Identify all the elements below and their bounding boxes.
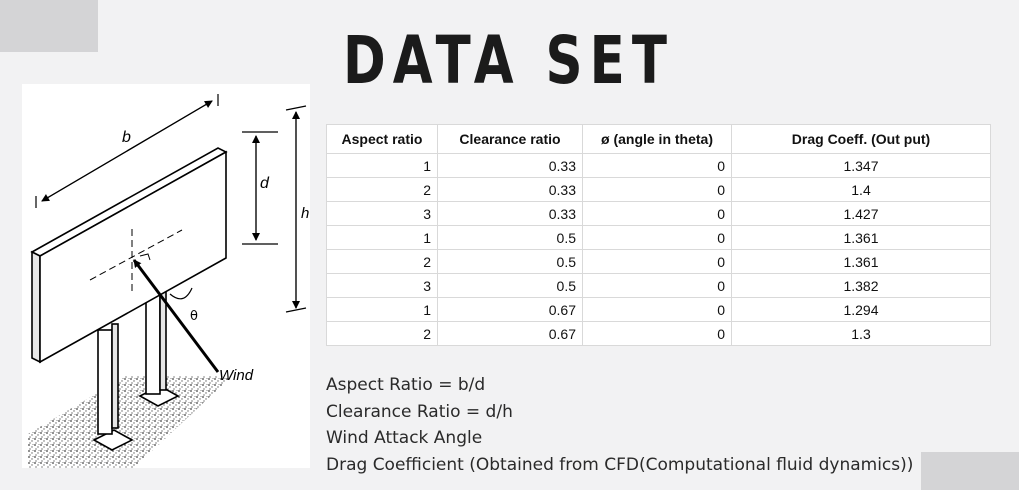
- note-aspect-ratio: Aspect Ratio = b/d: [326, 375, 486, 395]
- cell-aspect: 1: [326, 297, 438, 322]
- table-row: 2 0.33 0 1.4: [326, 177, 991, 202]
- table-header-row: Aspect ratio Clearance ratio ø (angle in…: [326, 124, 991, 154]
- header-clearance-ratio: Clearance ratio: [437, 124, 583, 154]
- cell-clearance: 0.67: [437, 321, 583, 346]
- cell-angle: 0: [582, 249, 732, 274]
- theta-arc: [169, 287, 193, 300]
- cell-angle: 0: [582, 201, 732, 226]
- data-table: Aspect ratio Clearance ratio ø (angle in…: [326, 124, 991, 346]
- ground-gravel: [28, 376, 232, 468]
- dimension-h: [285, 105, 307, 313]
- cell-angle: 0: [582, 297, 732, 322]
- cell-drag: 1.427: [731, 201, 991, 226]
- corner-decoration-bottom-right: [921, 452, 1019, 490]
- cell-angle: 0: [582, 153, 732, 178]
- cell-aspect: 2: [326, 249, 438, 274]
- cell-clearance: 0.5: [437, 225, 583, 250]
- table-row: 1 0.33 0 1.347: [326, 153, 991, 178]
- cell-drag: 1.347: [731, 153, 991, 178]
- centerlines: [89, 229, 183, 294]
- label-theta: θ: [190, 309, 198, 324]
- cell-angle: 0: [582, 273, 732, 298]
- label-b: b: [122, 129, 131, 146]
- table-row: 3 0.5 0 1.382: [326, 273, 991, 298]
- billboard-diagram: b d h θ Wind: [22, 84, 310, 468]
- label-wind: Wind: [219, 367, 254, 384]
- table-row: 3 0.33 0 1.427: [326, 201, 991, 226]
- header-angle: ø (angle in theta): [582, 124, 732, 154]
- cell-drag: 1.361: [731, 249, 991, 274]
- dimension-d: [242, 131, 278, 245]
- header-drag-coeff: Drag Coeff. (Out put): [731, 124, 991, 154]
- right-angle-mark: [139, 253, 151, 261]
- table-row: 1 0.67 0 1.294: [326, 297, 991, 322]
- cell-drag: 1.294: [731, 297, 991, 322]
- cell-aspect: 1: [326, 225, 438, 250]
- table-row: 2 0.67 0 1.3: [326, 321, 991, 346]
- note-drag-coefficient: Drag Coefficient (Obtained from CFD(Comp…: [326, 454, 914, 475]
- cell-angle: 0: [582, 321, 732, 346]
- cell-aspect: 2: [326, 177, 438, 202]
- cell-angle: 0: [582, 177, 732, 202]
- cell-clearance: 0.33: [437, 153, 583, 178]
- cell-clearance: 0.67: [437, 297, 583, 322]
- cell-aspect: 2: [326, 321, 438, 346]
- note-wind-attack-angle: Wind Attack Angle: [326, 428, 483, 448]
- label-h: h: [301, 205, 309, 222]
- cell-clearance: 0.5: [437, 249, 583, 274]
- page-title: DATA SET: [343, 22, 674, 99]
- table-row: 1 0.5 0 1.361: [326, 225, 991, 250]
- cell-drag: 1.382: [731, 273, 991, 298]
- definitions-list: Aspect Ratio = b/d Clearance Ratio = d/h…: [326, 372, 913, 478]
- cell-drag: 1.361: [731, 225, 991, 250]
- table-row: 2 0.5 0 1.361: [326, 249, 991, 274]
- corner-decoration-top-left: [0, 0, 98, 52]
- cell-clearance: 0.5: [437, 273, 583, 298]
- cell-angle: 0: [582, 225, 732, 250]
- label-d: d: [260, 175, 270, 192]
- cell-aspect: 3: [326, 201, 438, 226]
- cell-aspect: 1: [326, 153, 438, 178]
- note-clearance-ratio: Clearance Ratio = d/h: [326, 401, 513, 422]
- cell-aspect: 3: [326, 273, 438, 298]
- billboard-panel: [30, 147, 228, 364]
- cell-drag: 1.3: [731, 321, 991, 346]
- header-aspect-ratio: Aspect ratio: [326, 124, 438, 154]
- cell-clearance: 0.33: [437, 201, 583, 226]
- dimension-b: [35, 94, 219, 208]
- cell-drag: 1.4: [731, 177, 991, 202]
- cell-clearance: 0.33: [437, 177, 583, 202]
- wind-arrow: [132, 259, 220, 373]
